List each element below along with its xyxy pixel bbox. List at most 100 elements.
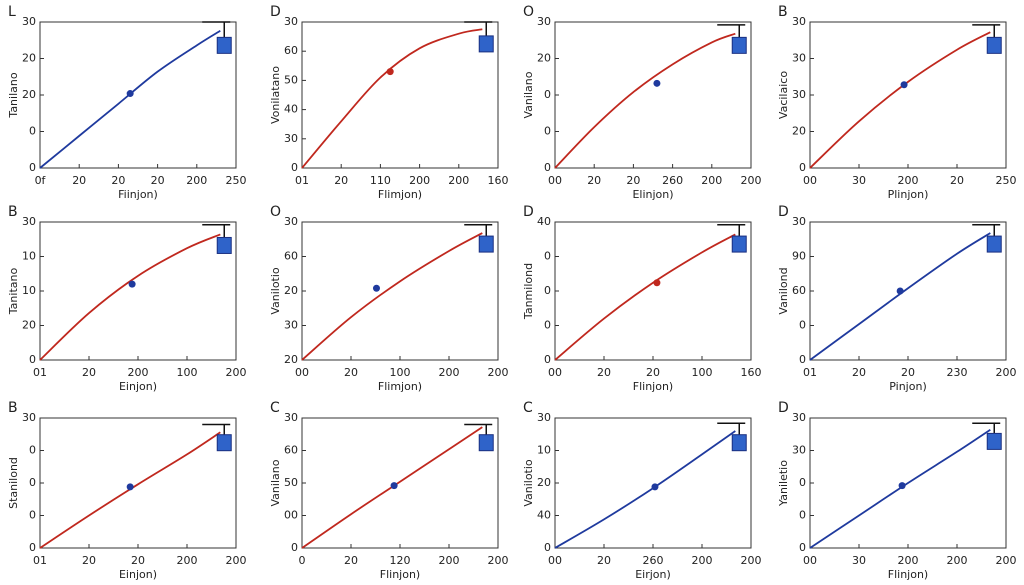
x-tick-label: 20 <box>597 366 611 379</box>
y-tick-label: 40 <box>537 509 551 522</box>
chart-title: B <box>778 4 788 20</box>
x-tick-label: 00 <box>548 174 562 187</box>
y-tick-label: 60 <box>284 250 298 263</box>
x-tick-label: 01 <box>803 366 817 379</box>
data-line <box>39 29 221 169</box>
x-tick-label: 20 <box>852 366 866 379</box>
y-tick-label: 40 <box>537 215 551 228</box>
y-tick-label: 30 <box>792 215 806 228</box>
x-tick-label: 200 <box>409 174 430 187</box>
y-tick-label: 20 <box>537 52 551 65</box>
chart-title: C <box>523 400 533 416</box>
plot-frame <box>301 221 499 361</box>
data-line <box>809 428 991 549</box>
x-tick-label: 00 <box>295 366 309 379</box>
y-tick-label: 10 <box>22 250 36 263</box>
x-axis-label: Einjon) <box>119 568 157 581</box>
y-tick-label: 30 <box>792 52 806 65</box>
end-square <box>478 434 494 452</box>
x-tick-label: 200 <box>439 554 460 567</box>
y-tick-label: 0 <box>29 125 36 138</box>
marker-point <box>900 81 908 89</box>
marker-point <box>386 68 394 76</box>
data-line <box>301 426 483 549</box>
chart-title: O <box>523 4 534 20</box>
x-axis-label: Eirjon) <box>635 568 671 581</box>
y-tick-label: 30 <box>22 15 36 28</box>
x-axis-label: Flimjon) <box>378 188 422 201</box>
x-tick-label: 200 <box>186 174 207 187</box>
x-axis-label: Flinjon) <box>633 380 673 393</box>
chart-title: L <box>8 4 16 20</box>
plot-frame <box>554 221 752 361</box>
end-square <box>986 235 1002 253</box>
x-tick-label: 250 <box>226 174 247 187</box>
x-tick-label: 200 <box>947 554 968 567</box>
end-square <box>731 434 747 452</box>
y-tick-label: 10 <box>22 284 36 297</box>
x-tick-label: 20 <box>131 554 145 567</box>
y-axis-label: Tanilano <box>7 72 20 118</box>
y-tick-label: 40 <box>284 103 298 116</box>
data-line <box>301 28 483 169</box>
x-tick-label: 200 <box>996 554 1017 567</box>
y-tick-label: 0 <box>799 541 806 554</box>
data-line <box>554 233 736 361</box>
y-tick-label: 60 <box>792 284 806 297</box>
y-tick-label: 0 <box>29 509 36 522</box>
x-tick-label: 200 <box>226 554 247 567</box>
y-tick-label: 30 <box>284 132 298 145</box>
y-tick-label: 0 <box>29 161 36 174</box>
y-tick-label: 0 <box>29 541 36 554</box>
x-axis-label: Einjon) <box>119 380 157 393</box>
marker-point <box>390 482 398 490</box>
y-tick-label: 30 <box>284 319 298 332</box>
x-tick-label: 20 <box>901 366 915 379</box>
x-tick-label: 200 <box>701 174 722 187</box>
x-tick-label: 200 <box>741 174 762 187</box>
x-tick-label: 160 <box>741 366 762 379</box>
x-tick-label: 20 <box>82 366 96 379</box>
x-tick-label: 260 <box>662 174 683 187</box>
plot-frame <box>809 21 1007 169</box>
y-tick-label: 00 <box>284 509 298 522</box>
y-tick-label: 30 <box>792 411 806 424</box>
chart-title: O <box>270 204 281 220</box>
end-square <box>478 235 494 253</box>
data-line <box>39 233 221 361</box>
y-tick-label: 0 <box>544 284 551 297</box>
y-tick-label: 90 <box>792 250 806 263</box>
y-tick-label: 20 <box>22 52 36 65</box>
x-tick-label: 00 <box>548 366 562 379</box>
y-tick-label: 0 <box>799 476 806 489</box>
data-line <box>809 31 991 169</box>
x-tick-label: 250 <box>996 174 1017 187</box>
x-axis-label: Fiinjon) <box>118 188 158 201</box>
y-tick-label: 20 <box>284 284 298 297</box>
chart-title: D <box>778 400 789 416</box>
end-square <box>731 36 747 54</box>
y-tick-label: 60 <box>284 444 298 457</box>
y-tick-label: 10 <box>537 444 551 457</box>
x-axis-label: Flinjon) <box>380 568 420 581</box>
plot-frame <box>301 21 499 169</box>
x-tick-label: 30 <box>852 174 866 187</box>
y-tick-label: 0 <box>544 541 551 554</box>
marker-point <box>653 79 661 87</box>
y-tick-label: 0 <box>544 161 551 174</box>
x-tick-label: 160 <box>488 174 509 187</box>
data-line <box>554 32 736 169</box>
y-tick-label: 0 <box>29 444 36 457</box>
x-tick-label: 110 <box>370 174 391 187</box>
plot-frame <box>39 21 237 169</box>
x-axis-label: Plinjon) <box>888 188 929 201</box>
y-tick-label: 0 <box>799 353 806 366</box>
x-axis-label: Elinjon) <box>632 188 673 201</box>
end-square <box>478 35 494 53</box>
y-tick-label: 0 <box>291 541 298 554</box>
y-tick-label: 30 <box>22 215 36 228</box>
x-tick-label: 20 <box>950 174 964 187</box>
y-tick-label: 0 <box>291 161 298 174</box>
y-tick-label: 0 <box>799 319 806 332</box>
